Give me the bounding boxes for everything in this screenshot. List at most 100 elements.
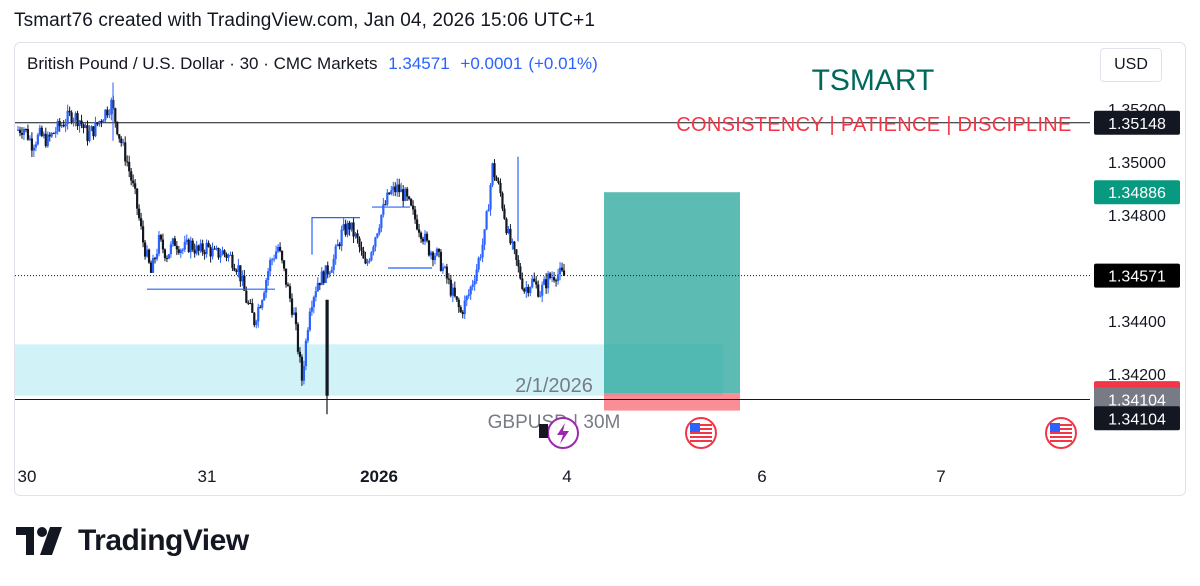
candle-body [128, 162, 131, 172]
candle-body [386, 192, 389, 205]
candle [100, 119, 103, 128]
candle [223, 249, 226, 258]
candle [531, 275, 534, 289]
candle-body [249, 303, 252, 305]
us-flag-event-icon[interactable] [1045, 417, 1077, 449]
candle [130, 167, 133, 186]
candle-body [96, 122, 99, 125]
candle [316, 277, 319, 292]
candle-body [368, 260, 371, 262]
candle-body [515, 249, 518, 260]
candle [419, 231, 423, 243]
candle-body [370, 252, 373, 261]
candle-body [414, 209, 417, 220]
candle [521, 272, 524, 291]
candle [114, 107, 117, 128]
flag-stripe [1050, 440, 1072, 442]
candle [94, 116, 97, 138]
candle [382, 197, 385, 218]
candle [60, 122, 63, 129]
candle-body [360, 247, 363, 251]
candle [92, 126, 95, 140]
candle [56, 118, 59, 135]
candle [394, 182, 397, 196]
us-flag-event-icon[interactable] [685, 417, 717, 449]
candle [175, 241, 178, 256]
candle-body [374, 237, 377, 247]
candle [467, 289, 470, 299]
candle [191, 238, 194, 252]
candle-body [491, 163, 494, 185]
stop-loss-zone[interactable] [604, 393, 740, 411]
candle-body [445, 266, 448, 279]
candle-body [560, 267, 564, 271]
tradingview-logo[interactable]: TradingView [16, 524, 249, 558]
candle-body [247, 302, 250, 304]
candle [24, 128, 28, 133]
candle [366, 258, 369, 266]
flag-stripe [1050, 424, 1072, 426]
take-profit-zone[interactable] [604, 192, 740, 394]
candle-body [288, 286, 292, 299]
flag-canton [1050, 423, 1060, 432]
candle [330, 266, 333, 273]
candle [275, 245, 278, 260]
candle [449, 274, 452, 298]
candle [62, 120, 65, 128]
candle [251, 298, 254, 313]
candle-body [255, 321, 258, 326]
candle [282, 259, 286, 272]
candle [358, 236, 361, 253]
candle-body [338, 244, 341, 247]
candle-body [124, 142, 127, 162]
overlay-date-note: 2/1/2026 [515, 375, 593, 397]
lightning-event-icon[interactable] [547, 417, 579, 449]
candle [86, 120, 89, 146]
structure-line-mid[interactable] [311, 217, 360, 255]
candle [261, 299, 264, 310]
candle [431, 250, 435, 267]
candle-body [130, 171, 133, 181]
candle-body [429, 252, 433, 256]
candle [465, 295, 468, 307]
candle-body [54, 131, 57, 134]
candle [552, 272, 556, 283]
candle-body [189, 240, 192, 253]
candle-body [302, 365, 306, 381]
candle-body [181, 249, 184, 251]
candle [205, 239, 208, 258]
currency-button[interactable]: USD [1100, 48, 1162, 82]
candle [90, 125, 93, 132]
candle [475, 264, 478, 284]
candle-body [306, 330, 309, 341]
y-tick-label: 1.34400 [1108, 314, 1166, 331]
candle-body [100, 121, 103, 123]
candle [28, 135, 32, 141]
candle-body [342, 224, 345, 230]
candle [263, 290, 266, 301]
candle [40, 125, 43, 138]
candle [326, 261, 329, 279]
candle [493, 159, 496, 181]
candle [344, 219, 347, 237]
candle [267, 267, 270, 286]
candle [505, 217, 508, 235]
candle-body [396, 184, 399, 193]
candle [50, 132, 53, 138]
candle [346, 220, 349, 238]
candle-body [364, 258, 367, 264]
candle [296, 322, 300, 355]
candle [265, 277, 268, 299]
candle [525, 281, 528, 298]
candle-body [74, 113, 77, 121]
candle-body [203, 252, 206, 255]
candle [473, 275, 476, 291]
candle-body [545, 279, 548, 289]
candle [122, 138, 125, 146]
candle [167, 253, 170, 260]
candle-body [501, 193, 504, 209]
candle [415, 214, 419, 231]
candle [292, 307, 296, 316]
candle [417, 223, 421, 238]
